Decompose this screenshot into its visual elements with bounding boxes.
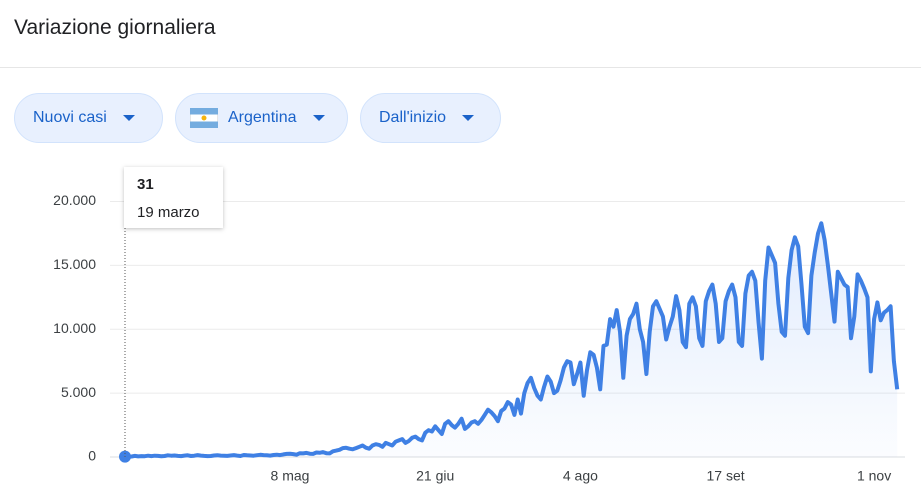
- tooltip-date: 19 marzo: [137, 204, 200, 221]
- x-tick-label: 17 set: [707, 468, 745, 484]
- y-tick-label: 15.000: [53, 256, 96, 272]
- chip-label: Nuovi casi: [33, 109, 107, 126]
- dropdown-arrow: [462, 115, 475, 121]
- tooltip-value: 31: [137, 176, 154, 193]
- x-tick-label: 21 giu: [416, 468, 454, 484]
- tooltip: 31 19 marzo: [124, 167, 223, 228]
- chip-label: Dall'inizio: [379, 109, 447, 126]
- area: [125, 223, 898, 457]
- y-tick-label: 5.000: [61, 384, 96, 400]
- country-chip[interactable]: Argentina: [175, 93, 348, 143]
- metric-chip[interactable]: Nuovi casi: [14, 93, 163, 143]
- range-chip[interactable]: Dall'inizio: [360, 93, 501, 143]
- line: [124, 221, 900, 459]
- divider: [0, 67, 921, 68]
- y-tick-label: 20.000: [53, 192, 96, 208]
- y-tick-label: 0: [88, 448, 96, 464]
- x-tick-label: 1 nov: [857, 468, 891, 484]
- x-tick-label: 4 ago: [563, 468, 598, 484]
- y-tick-label: 10.000: [53, 320, 96, 336]
- dropdown-arrow: [122, 115, 135, 121]
- x-tick-label: 8 mag: [271, 468, 310, 484]
- flag: [190, 108, 218, 128]
- dropdown-arrow: [312, 115, 325, 121]
- chart-title: Variazione giornaliera: [14, 16, 216, 39]
- tooltip-box: [124, 167, 223, 228]
- chip-label: Argentina: [228, 109, 297, 126]
